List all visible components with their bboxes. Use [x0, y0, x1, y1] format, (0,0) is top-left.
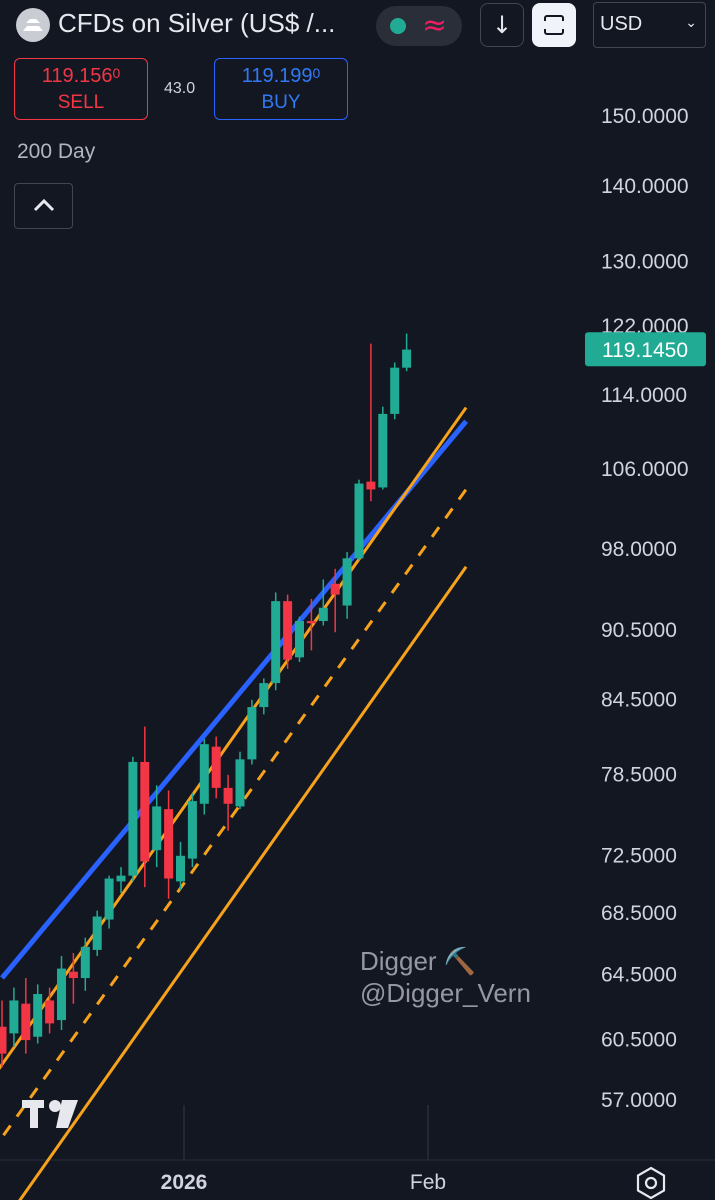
candle-body — [271, 601, 281, 684]
y-tick-label: 140.0000 — [601, 175, 689, 198]
collapse-indicators-button[interactable] — [14, 183, 73, 229]
y-tick-label: 150.0000 — [601, 105, 689, 128]
ma-200-day-line — [0, 419, 469, 980]
currency-select[interactable]: USD ⌄ — [593, 2, 706, 48]
chart-header: CFDs on Silver (US$ /... ≈ ↓ USD ⌄ — [0, 0, 715, 52]
symbol-title[interactable]: CFDs on Silver (US$ /... — [58, 8, 336, 38]
candle-body — [223, 787, 233, 804]
candle-body — [378, 413, 388, 488]
candle-body — [318, 607, 328, 622]
silver-logo-icon — [16, 8, 50, 42]
tradingview-logo-icon — [22, 1100, 78, 1128]
candle-body — [21, 1003, 31, 1041]
candle-body — [140, 761, 150, 862]
y-tick-label: 64.5000 — [601, 963, 677, 986]
sell-price: 119.156 — [41, 65, 113, 87]
x-tick-label: Feb — [410, 1171, 446, 1194]
y-tick-label: 57.0000 — [601, 1089, 677, 1112]
fullscreen-icon[interactable] — [532, 3, 576, 47]
candle-body — [57, 968, 66, 1021]
candle-body — [164, 809, 174, 879]
watermark-line2: @Digger_Vern — [360, 978, 531, 1008]
candle-body — [152, 806, 162, 851]
wave-icon: ≈ — [422, 8, 448, 43]
candle-body — [306, 621, 316, 624]
last-price-label: 119.1450 — [602, 339, 688, 362]
candle-body — [0, 1026, 7, 1054]
sell-label: SELL — [57, 92, 105, 113]
candle-body — [235, 759, 245, 807]
candle-body — [33, 993, 43, 1037]
candle-body — [295, 621, 304, 658]
candle-body — [366, 481, 376, 490]
y-tick-label: 114.0000 — [601, 384, 687, 407]
candle-body — [128, 761, 138, 876]
candle-body — [68, 971, 78, 979]
candle-body — [199, 744, 209, 804]
candle-body — [259, 683, 269, 708]
currency-value: USD — [600, 13, 643, 35]
channel-line-1 — [0, 406, 468, 1070]
buy-price: 119.199 — [241, 65, 313, 87]
spread-value: 43.0 — [164, 80, 196, 97]
y-tick-label: 90.5000 — [601, 619, 677, 642]
last-price-badge — [585, 332, 706, 367]
y-tick-label: 68.5000 — [601, 902, 677, 925]
y-tick-label: 78.5000 — [601, 764, 677, 787]
candle-body — [342, 558, 352, 606]
chevron-down-icon: ⌄ — [685, 15, 697, 31]
arrow-down-icon[interactable]: ↓ — [480, 3, 524, 47]
channel-line-3 — [18, 565, 468, 1200]
sell-price-small: 0 — [112, 65, 121, 81]
chevron-up-icon — [33, 198, 55, 212]
y-tick-label: 60.5000 — [601, 1028, 677, 1051]
candle-body — [116, 875, 126, 882]
channel-line-2 — [0, 488, 468, 1143]
y-tick-label: 106.0000 — [601, 458, 689, 481]
buy-price-small: 0 — [312, 65, 321, 81]
indicator-name[interactable]: 200 Day — [17, 140, 96, 163]
settings-hexagon-icon[interactable] — [634, 1166, 668, 1200]
candle-body — [176, 855, 185, 882]
candle-body — [45, 1000, 55, 1024]
candle-body — [402, 349, 412, 368]
y-tick-label: 130.0000 — [601, 251, 689, 274]
sell-button[interactable]: 119.1560 SELL — [14, 58, 148, 120]
candle-body — [80, 946, 90, 979]
y-tick-label: 84.5000 — [601, 689, 677, 712]
y-tick-label: 98.0000 — [601, 538, 677, 561]
candle-body — [187, 801, 197, 859]
buy-button[interactable]: 119.1990 BUY — [214, 58, 348, 120]
y-tick-label: 72.5000 — [601, 844, 677, 867]
candle-body — [283, 601, 293, 660]
candle-body — [9, 1000, 19, 1034]
market-status-pill[interactable]: ≈ — [376, 6, 462, 46]
x-tick-label: 2026 — [161, 1171, 208, 1194]
candle-body — [247, 707, 257, 760]
candle-body — [92, 916, 102, 950]
candle-body — [354, 483, 364, 559]
buy-label: BUY — [261, 92, 301, 113]
watermark-line1: Digger ⛏️ — [360, 946, 476, 976]
candle-body — [104, 878, 114, 920]
market-open-dot-icon — [390, 18, 406, 34]
candle-body — [211, 746, 221, 788]
candle-body — [330, 583, 340, 595]
candle-body — [390, 367, 400, 414]
